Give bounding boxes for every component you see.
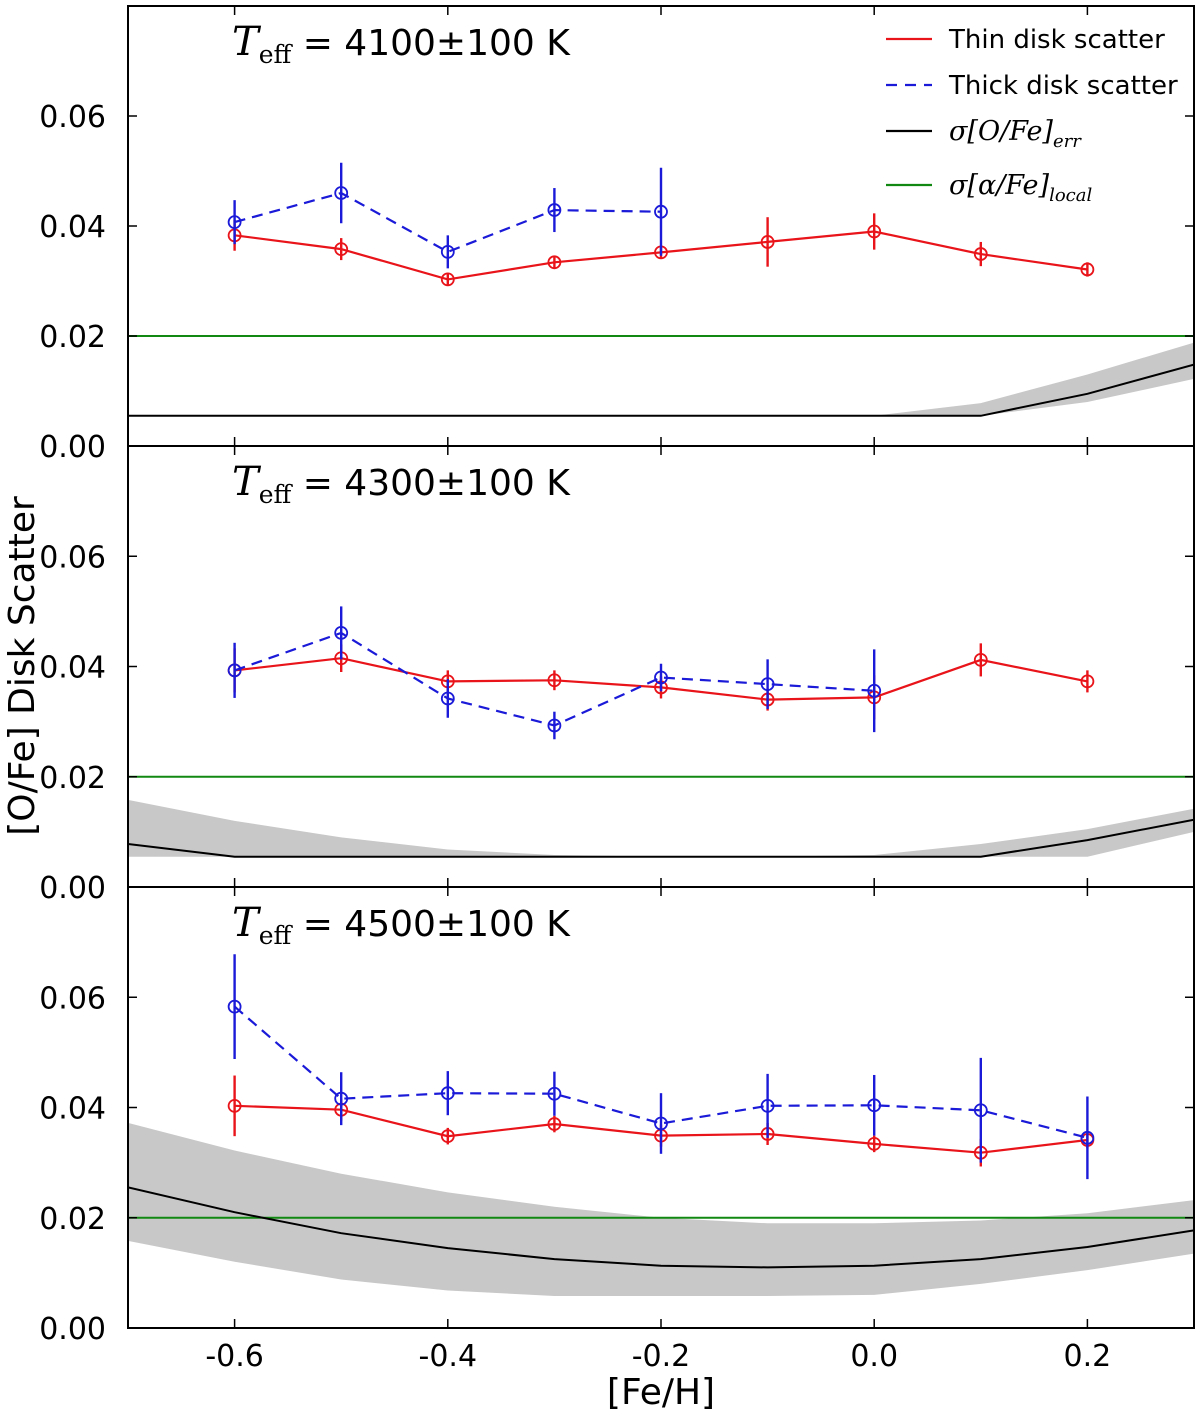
y-tick-label: 0.00 [39, 871, 106, 906]
thin-disk-point [973, 652, 988, 667]
thick-disk-point [227, 663, 242, 678]
panel-title: Teff = 4100±100 K [232, 19, 571, 69]
thick-disk-point [1080, 1130, 1095, 1145]
panel-title-subscript: eff [259, 40, 294, 69]
panel-title-value: = 4500±100 K [291, 904, 571, 945]
thin-disk-point [867, 1136, 882, 1151]
thin-disk-point [547, 255, 562, 270]
y-tick-label: 0.02 [39, 320, 106, 355]
y-tick-label: 0.04 [39, 1092, 106, 1127]
thick-disk-line [234, 191, 662, 254]
x-axis-title: [Fe/H] [607, 1372, 715, 1413]
panel-1: 0.00 0.02 0.04 0.06 Teff = 4100±100 K [39, 5, 1195, 465]
panel-title-variable: T [232, 19, 262, 65]
panel-3: -0.6 -0.4 -0.2 0.0 0.2 0.00 0.02 0.04 0.06 Teff =… [39, 886, 1195, 1374]
legend-label-base: σ[α/Fe] [949, 170, 1050, 201]
thick-disk-point [227, 999, 242, 1014]
legend-label-subscript: local [1049, 185, 1092, 206]
thick-disk-point [440, 691, 455, 706]
plot-area [128, 606, 1194, 858]
error-model-line [128, 363, 1194, 417]
thick-disk-point [654, 1116, 668, 1131]
panel-title-value: = 4300±100 K [291, 463, 571, 504]
thin-disk-point [760, 235, 775, 249]
y-tick-label: 0.06 [39, 981, 106, 1016]
error-band [128, 799, 1194, 857]
panel-title-subscript: eff [259, 921, 294, 950]
legend-entry-4: σ[α/Fe]local [886, 170, 1092, 206]
y-tick-label: 0.00 [39, 430, 106, 465]
y-tick-label: 0.04 [39, 210, 106, 245]
legend-label: Thin disk scatter [948, 25, 1165, 55]
error-band [128, 1122, 1194, 1296]
thin-disk-point [867, 224, 882, 239]
thin-disk-point [547, 673, 562, 688]
panel-title-subscript: eff [259, 480, 294, 509]
y-tick-label: 0.02 [39, 1202, 106, 1237]
thick-disk-point [334, 1091, 349, 1106]
y-tick-label: 0.06 [39, 100, 106, 135]
thick-disk-point [760, 1098, 775, 1113]
error-model-line [128, 1186, 1194, 1269]
thick-disk-point [334, 625, 349, 640]
legend-entry-3: σ[O/Fe]err [886, 116, 1082, 152]
y-tick-label: 0.00 [39, 1312, 106, 1347]
x-tick-label: -0.4 [419, 1339, 478, 1374]
thick-disk-point [227, 215, 242, 230]
thick-disk-point [547, 718, 562, 733]
error-model-line [128, 818, 1194, 858]
legend-label-subscript: err [1053, 131, 1082, 152]
thick-disk-point [547, 203, 562, 217]
thick-disk-series [227, 606, 882, 740]
thick-disk-point [440, 244, 455, 259]
legend-label-base: σ[O/Fe] [949, 116, 1053, 147]
thick-disk-point [867, 1098, 882, 1113]
thick-disk-point [334, 186, 349, 200]
y-axis-title: [O/Fe] Disk Scatter [2, 496, 43, 836]
legend-entry-1: Thin disk scatter [886, 25, 1165, 55]
legend-label: Thick disk scatter [948, 71, 1178, 101]
x-tick-label: -0.6 [205, 1339, 264, 1374]
thick-disk-point [654, 670, 668, 685]
panel-title-variable: T [232, 459, 262, 505]
legend: Thin disk scatter Thick disk scatter σ[O/F… [886, 25, 1178, 206]
x-tick-label: 0.0 [850, 1339, 898, 1374]
thin-disk-point [973, 247, 988, 261]
thin-disk-point [547, 1117, 562, 1131]
panel-title-variable: T [232, 900, 262, 946]
panel-2: 0.00 0.02 0.04 0.06 Teff = 4300±100 K [39, 445, 1195, 906]
legend-label: σ[α/Fe]local [949, 170, 1092, 206]
legend-entry-2: Thick disk scatter [886, 71, 1178, 101]
plot-area [128, 162, 1194, 417]
thick-disk-point [760, 677, 775, 692]
thin-disk-point [1080, 262, 1095, 277]
thin-disk-point [440, 272, 455, 287]
thick-disk-point [654, 204, 668, 219]
thin-disk-point [1080, 674, 1095, 689]
thick-disk-series [227, 954, 1095, 1180]
y-tick-label: 0.02 [39, 761, 106, 796]
thick-disk-point [547, 1086, 562, 1101]
thick-disk-point [973, 1103, 988, 1118]
y-tick-label: 0.06 [39, 540, 106, 575]
x-tick-label: 0.2 [1064, 1339, 1112, 1374]
thin-disk-point [227, 1098, 242, 1113]
panel-title-value: = 4100±100 K [291, 23, 571, 64]
panel-title: Teff = 4500±100 K [232, 900, 571, 950]
panel-title: Teff = 4300±100 K [232, 459, 571, 509]
thick-disk-point [867, 683, 882, 698]
thin-disk-point [334, 242, 349, 257]
thin-disk-point [440, 1129, 455, 1144]
x-tick-label: -0.2 [632, 1339, 691, 1374]
thick-disk-series [227, 162, 668, 269]
plot-area [128, 954, 1194, 1296]
y-tick-label: 0.04 [39, 651, 106, 686]
thick-disk-point [440, 1086, 455, 1101]
legend-label: σ[O/Fe]err [949, 116, 1082, 152]
